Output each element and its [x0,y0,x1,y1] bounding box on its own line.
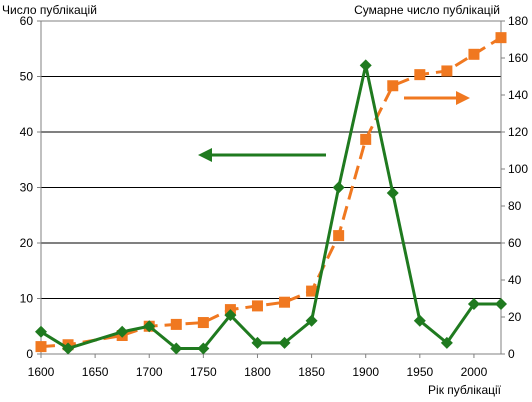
y-right-tick-label: 180 [508,14,528,28]
series-right-marker [414,69,426,81]
series-right-marker [197,317,209,329]
y-left-tick-label: 50 [20,70,34,84]
y-left-tick-label: 10 [20,292,34,306]
series-left-marker [467,298,480,311]
series-right-marker [387,80,399,92]
x-tick-label: 1900 [352,365,379,379]
x-axis-label: Рік публікації [428,383,502,397]
y-right-tick-label: 0 [508,347,515,361]
x-tick-label: 1950 [406,365,433,379]
series-right-marker [333,230,345,242]
annotations [198,91,470,162]
y-right-tick-label: 20 [508,310,522,324]
series-right-marker [279,296,291,308]
arrow-left-head [198,148,212,162]
series-left-marker [440,336,453,349]
series-right-marker [441,65,453,77]
series-right-line [40,36,502,349]
series-left-marker [386,187,399,200]
y-right-tick-label: 100 [508,162,528,176]
series-left-marker [143,320,156,333]
y-right-tick-label: 60 [508,236,522,250]
series-left-marker [495,298,507,311]
gridlines [41,76,501,299]
y-right-tick-label: 160 [508,51,528,65]
y-right-tick-label: 140 [508,88,528,102]
series-left-marker [359,59,372,72]
series-right-marker [495,32,507,44]
y-right-tick-label: 40 [508,273,522,287]
x-tick-label: 1650 [82,365,109,379]
x-tick-label: 1750 [190,365,217,379]
x-axis-ticks: 1600 1650 1700 1750 1800 1850 1900 1950 2000 [28,354,488,379]
series-left-marker [62,342,75,355]
x-tick-label: 1600 [28,365,55,379]
right-axis-ticks: 0 20 40 60 80 100 120 140 160 180 [501,14,528,361]
x-tick-label: 1850 [298,365,325,379]
series-right-marker [306,285,318,297]
y-left-tick-label: 40 [20,125,34,139]
series-left-marker [305,314,318,327]
x-tick-label: 2000 [461,365,488,379]
series-left-marker [413,314,426,327]
arrow-right-head [456,91,470,105]
series-left [35,59,507,355]
series-left-marker [170,342,183,355]
x-tick-label: 1800 [244,365,271,379]
y-right-tick-label: 120 [508,125,528,139]
y-right-tick-label: 80 [508,199,522,213]
y-left-tick-label: 30 [20,181,34,195]
x-tick-label: 1700 [136,365,163,379]
series-left-marker [251,336,264,349]
series-right-marker [35,341,47,353]
y-left-tick-label: 0 [26,347,33,361]
series-right [35,32,507,353]
series-left-marker [35,325,47,338]
series-right-marker [251,300,263,312]
y-left-tick-label: 60 [20,14,34,28]
y-axis-right-label: Сумарне число публікацій [354,3,500,17]
series-left-marker [278,336,291,349]
series-left-marker [332,181,345,194]
series-left-marker [197,342,210,355]
series-left-marker [116,325,129,338]
series-left-line [40,63,501,350]
series-right-marker [360,133,372,145]
series-right-marker [468,48,480,60]
y-left-tick-label: 20 [20,236,34,250]
y-axis-left-label: Число публікацій [2,3,97,17]
series-left-marker [224,309,237,322]
left-axis-ticks: 0 10 20 30 40 50 60 [20,14,41,361]
series-right-marker [170,318,182,330]
